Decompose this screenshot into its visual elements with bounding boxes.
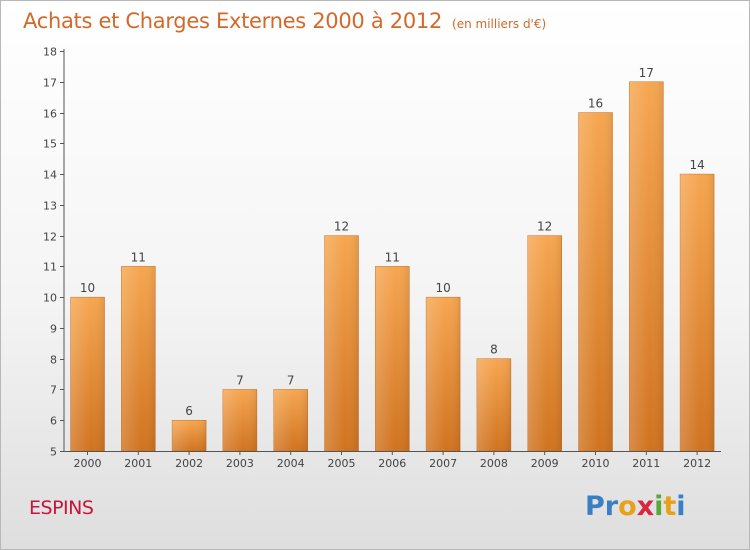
- x-tick-label: 2012: [683, 457, 711, 470]
- y-tick-label: 13: [43, 200, 57, 213]
- data-label: 11: [131, 250, 146, 264]
- x-tick-label: 2010: [582, 457, 610, 470]
- y-tick-label: 8: [50, 354, 57, 367]
- bar-shade: [70, 297, 105, 451]
- bar-shade: [375, 266, 410, 451]
- y-tick-label: 5: [50, 446, 57, 459]
- bars: 10 11 6 7 7 12 11 10 8 12 16 17 14: [70, 66, 715, 452]
- x-tick-label: 2007: [429, 457, 457, 470]
- bar-shade: [121, 266, 156, 451]
- bar-shade: [222, 389, 257, 451]
- y-axis: 5 6 7 8 9 10 11 12 13 14 15 16 17 18: [43, 46, 65, 459]
- y-tick-label: 16: [43, 108, 57, 121]
- bar-shade: [578, 112, 613, 452]
- logo-letter: t: [663, 491, 677, 522]
- location-name: ESPINS: [29, 497, 94, 519]
- y-tick-label: 9: [50, 323, 57, 336]
- title-row: Achats et Charges Externes 2000 à 2012 (e…: [23, 9, 546, 33]
- data-label: 12: [334, 220, 349, 234]
- bar-shade: [629, 81, 664, 452]
- y-tick-label: 18: [43, 46, 57, 59]
- bar-shade: [527, 235, 562, 451]
- proxiti-logo: Proxiti: [585, 491, 686, 522]
- x-axis: 2000 2001 2002 2003 2004 2005 2006 2007 2008 2009…: [64, 451, 721, 470]
- data-label: 11: [385, 250, 400, 264]
- data-label: 7: [236, 373, 244, 387]
- y-tick-label: 7: [50, 384, 57, 397]
- data-label: 17: [639, 66, 654, 80]
- chart-unit-label: (en milliers d'€): [452, 17, 547, 31]
- data-label: 16: [588, 97, 603, 111]
- y-tick-label: 11: [43, 261, 57, 274]
- x-tick-label: 2011: [632, 457, 660, 470]
- data-label: 8: [490, 343, 498, 357]
- bar-shade: [324, 235, 359, 451]
- x-tick-label: 2001: [124, 457, 152, 470]
- x-tick-label: 2000: [74, 457, 102, 470]
- y-tick-label: 15: [43, 138, 57, 151]
- bar-shade: [476, 358, 511, 451]
- data-label: 6: [185, 404, 193, 418]
- data-label: 7: [287, 373, 295, 387]
- logo-letter: o: [618, 491, 637, 522]
- x-tick-label: 2002: [175, 457, 203, 470]
- x-tick-label: 2005: [328, 457, 356, 470]
- chart-title: Achats et Charges Externes 2000 à 2012: [23, 9, 443, 33]
- x-tick-label: 2009: [531, 457, 559, 470]
- data-label: 10: [80, 281, 95, 295]
- logo-letter: i: [654, 491, 664, 522]
- data-label: 12: [537, 220, 552, 234]
- x-tick-label: 2004: [277, 457, 305, 470]
- x-tick-label: 2008: [480, 457, 508, 470]
- bar-shade: [680, 174, 715, 452]
- bar-shade: [426, 297, 461, 451]
- y-tick-label: 6: [50, 415, 57, 428]
- logo-letter: x: [636, 491, 655, 522]
- bar-shade: [172, 420, 207, 451]
- y-tick-label: 12: [43, 231, 57, 244]
- logo-letter: P: [585, 491, 605, 522]
- logo-letter: r: [604, 491, 619, 522]
- x-tick-label: 2006: [378, 457, 406, 470]
- y-tick-label: 14: [43, 169, 57, 182]
- data-label: 14: [689, 158, 704, 172]
- y-tick-label: 17: [43, 77, 57, 90]
- x-tick-label: 2003: [226, 457, 254, 470]
- data-label: 10: [435, 281, 450, 295]
- bar-shade: [273, 389, 308, 451]
- logo-letter: i: [676, 491, 686, 522]
- y-tick-label: 10: [43, 292, 57, 305]
